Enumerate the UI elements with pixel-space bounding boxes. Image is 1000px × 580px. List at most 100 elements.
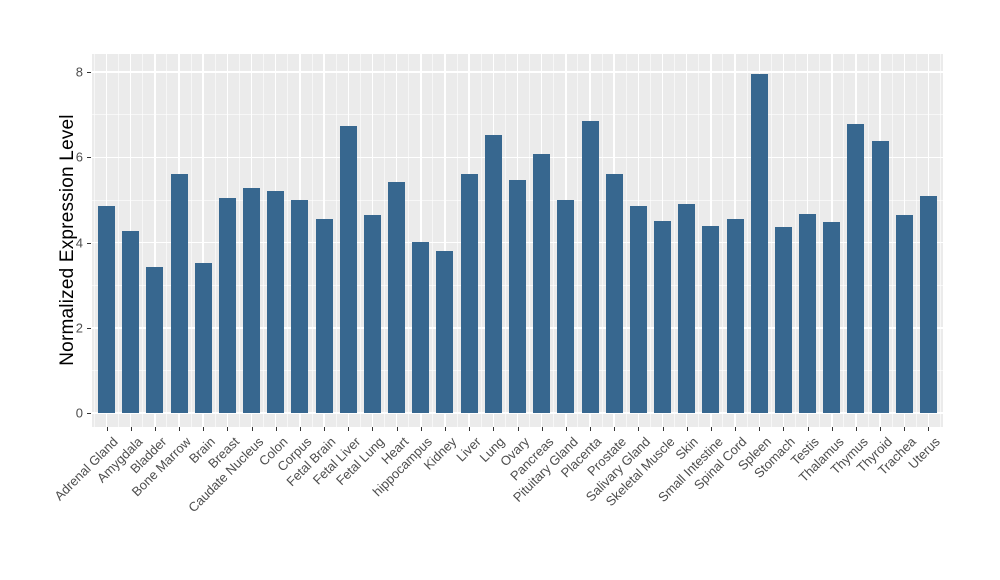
bar-trachea [895, 215, 913, 413]
bar-uterus [919, 196, 937, 413]
x-tick-mark [880, 427, 882, 431]
gridline-minor-v [770, 54, 772, 427]
plot-panel [92, 54, 943, 427]
y-tick-label: 8 [75, 64, 83, 80]
gridline-minor-v [674, 54, 676, 427]
x-tick-mark [662, 427, 664, 431]
x-tick-mark [396, 427, 398, 431]
bar-small-intestine [702, 226, 720, 413]
y-tick-label: 0 [75, 405, 83, 421]
x-tick-mark [541, 427, 543, 431]
y-tick-mark [87, 413, 91, 414]
gridline-minor-v [190, 54, 192, 427]
gridline-minor-v [359, 54, 361, 427]
gridline-major-v [420, 54, 422, 427]
gridline-minor-v [601, 54, 603, 427]
y-tick-mark [87, 242, 91, 244]
bar-heart [388, 181, 406, 413]
x-tick-mark [324, 427, 326, 431]
x-tick-mark [348, 427, 350, 431]
bar-thymus [847, 123, 865, 413]
gridline-minor-v [940, 54, 942, 427]
bar-skin [678, 204, 696, 413]
gridline-minor-v [263, 54, 265, 427]
x-tick-mark [469, 427, 471, 431]
gridline-major-v [202, 54, 204, 427]
gridline-minor-v [529, 54, 531, 427]
bar-thalamus [823, 222, 841, 413]
gridline-minor-v [335, 54, 337, 427]
x-tick-mark [759, 427, 761, 431]
gridline-minor-v [819, 54, 821, 427]
bar-liver [460, 174, 478, 413]
gridline-minor-v [311, 54, 313, 427]
x-tick-mark [928, 427, 930, 431]
bar-corpus [291, 200, 309, 413]
x-tick-mark [154, 427, 156, 431]
bar-placenta [581, 121, 599, 413]
gridline-minor-v [142, 54, 144, 427]
bar-spinal-cord [726, 219, 744, 413]
y-tick-mark [87, 157, 91, 159]
gridline-minor-v [746, 54, 748, 427]
bar-stomach [774, 227, 792, 413]
x-tick-mark [904, 427, 906, 431]
gridline-major-v [154, 54, 156, 427]
x-tick-mark [203, 427, 205, 431]
bar-pituitary-gland [557, 199, 575, 413]
x-tick-mark [251, 427, 253, 431]
y-tick-label: 6 [75, 149, 83, 165]
gridline-minor-v [456, 54, 458, 427]
bar-pancreas [533, 154, 551, 413]
bar-thyroid [871, 140, 889, 413]
bar-lung [484, 134, 502, 413]
x-tick-mark [106, 427, 108, 431]
gridline-minor-v [891, 54, 893, 427]
x-tick-mark [517, 427, 519, 431]
bar-fetal-liver [339, 125, 357, 413]
x-tick-mark [372, 427, 374, 431]
bar-bone-marrow [170, 173, 188, 413]
gridline-minor-v [795, 54, 797, 427]
bar-hippocampus [412, 241, 430, 413]
y-tick-mark [87, 327, 91, 329]
gridline-minor-v [577, 54, 579, 427]
bar-fetal-brain [315, 218, 333, 413]
x-tick-mark [783, 427, 785, 431]
gridline-minor-v [214, 54, 216, 427]
gridline-minor-v [118, 54, 120, 427]
bar-salivary-gland [629, 205, 647, 413]
bar-amygdala [122, 230, 140, 413]
x-tick-mark [227, 427, 229, 431]
bar-caudate-nucleus [243, 188, 261, 413]
gridline-minor-v [915, 54, 917, 427]
gridline-minor-v [722, 54, 724, 427]
gridline-minor-v [480, 54, 482, 427]
gridline-minor-v [553, 54, 555, 427]
gridline-minor-v [625, 54, 627, 427]
x-tick-mark [807, 427, 809, 431]
gridline-minor-v [93, 54, 95, 427]
x-tick-mark [565, 427, 567, 431]
bar-brain [194, 263, 212, 413]
x-tick-mark [444, 427, 446, 431]
x-tick-mark [275, 427, 277, 431]
gridline-minor-v [287, 54, 289, 427]
bar-skeletal-muscle [654, 221, 672, 413]
bar-spleen [750, 74, 768, 413]
gridline-minor-v [504, 54, 506, 427]
x-tick-mark [130, 427, 132, 431]
gridline-minor-v [238, 54, 240, 427]
x-tick-mark [590, 427, 592, 431]
bar-fetal-lung [363, 215, 381, 413]
x-tick-mark [299, 427, 301, 431]
x-tick-mark [831, 427, 833, 431]
bar-colon [267, 191, 285, 413]
x-tick-mark [493, 427, 495, 431]
x-tick-mark [638, 427, 640, 431]
gridline-minor-v [384, 54, 386, 427]
gridline-minor-v [843, 54, 845, 427]
y-tick-label: 2 [75, 320, 83, 336]
gridline-minor-v [867, 54, 869, 427]
